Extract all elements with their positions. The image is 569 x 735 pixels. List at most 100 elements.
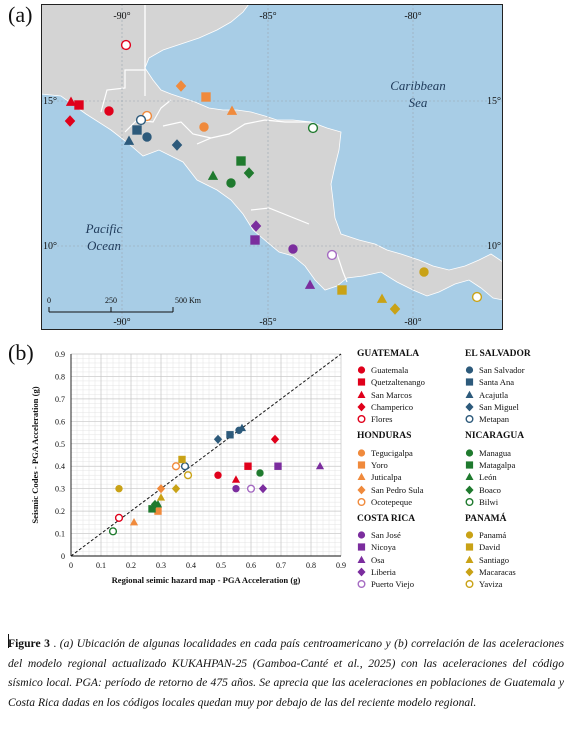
legend-symbol-icon	[465, 555, 474, 563]
legend-symbol-icon	[357, 449, 366, 457]
map-canvas: Caribbean Sea Pacific Ocean -90° -85° -8…	[40, 3, 504, 330]
plot-legend: GUATEMALA Guatemala Quetzaltenango San Marc…	[355, 348, 569, 589]
legend-symbol-icon	[465, 366, 474, 374]
legend-item-label: Panamá	[479, 530, 507, 541]
legend-item-label: Boaco	[479, 484, 501, 495]
legend-marker-metapan	[465, 415, 474, 424]
legend-item-osa: Osa	[355, 554, 463, 566]
legend-item-label: Guatemala	[371, 365, 409, 376]
legend-item-label: David	[479, 542, 501, 553]
legend-symbol-icon	[357, 531, 366, 539]
legend-group-title: PANAMÁ	[465, 513, 507, 524]
legend-item-label: San Pedro Sula	[371, 484, 424, 495]
legend-item-santiago: Santiago	[463, 554, 569, 566]
legend-symbol-icon	[357, 567, 366, 577]
legend-item-label: Liberia	[371, 567, 396, 577]
point-osa	[315, 461, 325, 470]
legend-symbol-icon	[465, 543, 474, 552]
legend-item-label: Yaviza	[479, 579, 503, 590]
map-marker-acajutla	[123, 135, 135, 145]
legend-item-label: Champerico	[371, 402, 413, 413]
scale-label-0: 0	[47, 296, 51, 305]
legend-item-label: San Marcos	[371, 389, 412, 400]
map-graticule	[41, 4, 503, 330]
y-tick-1: 0.1	[55, 530, 65, 539]
legend-item-yaviza: Yaviza	[463, 578, 569, 590]
map-marker-juticalpa	[226, 105, 238, 115]
x-tick-3: 0.3	[156, 561, 166, 570]
map-marker-guatemala	[104, 106, 114, 116]
point-san-pedro-sula	[156, 484, 166, 494]
point-panama	[115, 484, 123, 493]
x-tick-5: 0.5	[216, 561, 226, 570]
legend-item-label: Puerto Viejo	[371, 579, 415, 590]
map-marker-puerto-viejo	[326, 249, 338, 261]
x-axis-label: Regional seimic hazard map - PGA Acceler…	[112, 575, 301, 585]
legend-marker-yaviza	[465, 580, 474, 589]
legend-marker-quetzaltenango	[357, 378, 366, 387]
scatter-canvas: 00 0.1 0.1 0.2 0.2 0.3 0.3 0.4 0.4 0.5 0.5 0.6 0.6 0.…	[30, 350, 346, 585]
legend-item-label: Quetzaltenango	[371, 377, 425, 388]
legend-marker-managua	[465, 449, 474, 457]
map-marker-san-marcos	[65, 96, 77, 106]
legend-item-puerto-viejo: Puerto Viejo	[355, 578, 463, 590]
legend-group-title: EL SALVADOR	[465, 349, 531, 359]
point-santiago	[156, 493, 166, 501]
legend-symbol-icon	[357, 378, 366, 387]
legend-item-label: Flores	[371, 414, 393, 425]
point-yaviza	[183, 471, 193, 480]
map-marker-nicoya	[250, 235, 260, 245]
map-marker-managua	[226, 178, 236, 188]
map-marker-san-salvador	[142, 132, 152, 142]
legend-item-tegucigalpa: Tegucigalpa	[355, 446, 463, 458]
legend-symbol-icon	[357, 402, 366, 412]
legend-marker-leon	[465, 472, 474, 481]
y-tick-8: 0.8	[55, 372, 65, 381]
legend-item-label: Santa Ana	[479, 377, 515, 388]
point-flores	[114, 513, 124, 522]
legend-symbol-icon	[357, 415, 366, 424]
legend-item-san-marcos: San Marcos	[355, 389, 463, 401]
legend-item-liberia: Liberia	[355, 566, 463, 578]
legend-marker-champerico	[357, 402, 366, 412]
legend-item-boaco: Boaco	[463, 483, 569, 495]
legend-item-quetzaltenango: Quetzaltenango	[355, 376, 463, 388]
figure-caption: Figure 3 . (a) Ubicación de algunas loca…	[8, 634, 564, 712]
map-frame	[41, 4, 503, 330]
plot-ticks: 00 0.1 0.1 0.2 0.2 0.3 0.3 0.4 0.4 0.5 0.5 0.6 0.6 0.…	[55, 350, 346, 570]
map-marker-leon	[207, 170, 219, 180]
legend-item-label: Santiago	[479, 554, 510, 565]
legend-item-flores: Flores	[355, 413, 463, 425]
legend-column-2: EL SALVADOR San Salvador Santa Ana Acajutla…	[463, 348, 569, 595]
legend-item-label: Ocotepeque	[371, 496, 413, 507]
legend-symbol-icon	[357, 390, 366, 398]
legend-marker-ocotepeque	[357, 497, 366, 506]
legend-marker-osa	[357, 555, 366, 563]
legend-item-label: Matagalpa	[479, 459, 516, 470]
country-borders	[100, 4, 348, 283]
x-tick-2: 0.2	[126, 561, 136, 570]
map-marker-santiago	[376, 293, 388, 303]
legend-symbol-icon	[465, 531, 474, 539]
legend-marker-guatemala	[357, 366, 366, 374]
legend-group-el-salvador: EL SALVADOR San Salvador Santa Ana Acajutla…	[463, 348, 569, 425]
map-marker-liberia	[250, 220, 262, 232]
legend-item-guatemala: Guatemala	[355, 364, 463, 376]
y-tick-6: 0.6	[55, 417, 65, 426]
legend-item-san-miguel: San Miguel	[463, 401, 569, 413]
legend-item-label: San Salvador	[479, 365, 525, 376]
y-tick-9: 0.9	[55, 350, 65, 359]
lon-label-top-1: -90°	[113, 11, 130, 22]
map-marker-matagalpa	[236, 156, 246, 166]
map-marker-boaco	[243, 167, 255, 179]
legend-marker-san-salvador	[465, 366, 474, 374]
map-marker-san-miguel	[171, 139, 183, 151]
legend-column-1: GUATEMALA Guatemala Quetzaltenango San Marc…	[355, 348, 463, 595]
point-bilwi	[108, 527, 118, 536]
legend-marker-liberia	[357, 567, 366, 577]
legend-marker-bilwi	[465, 497, 474, 506]
legend-symbol-icon	[465, 567, 474, 577]
map-marker-metapan	[135, 114, 147, 126]
caption-label: Figure 3	[8, 637, 50, 650]
legend-item-label: Nicoya	[371, 542, 396, 553]
